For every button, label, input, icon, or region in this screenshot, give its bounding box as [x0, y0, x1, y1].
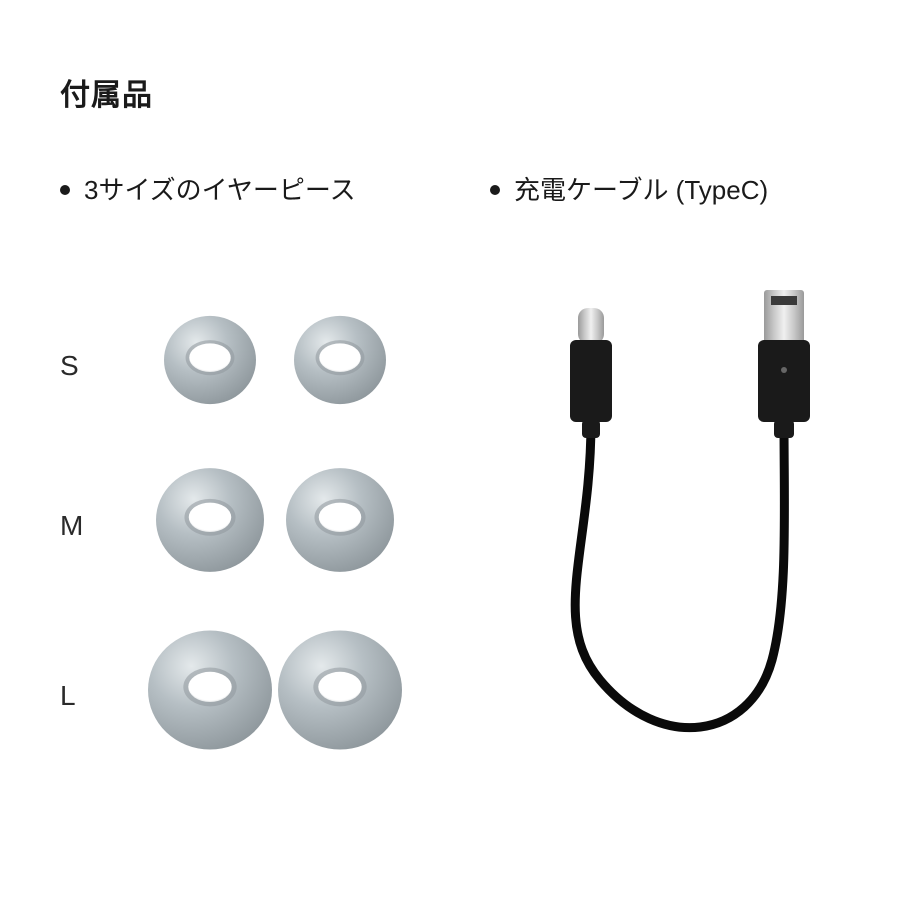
bullet-eartips-label: 3サイズのイヤーピース [84, 175, 356, 205]
bullet-cable-label: 充電ケーブル (TypeC) [514, 175, 768, 205]
size-label-m: M [60, 510, 83, 542]
bullet-dot-icon [60, 185, 70, 195]
bullet-eartips: 3サイズのイヤーピース [60, 170, 356, 207]
eartips-illustration [120, 300, 450, 800]
size-label-s: S [60, 350, 79, 382]
section-title: 付属品 [60, 70, 153, 114]
cable-illustration [540, 290, 840, 770]
size-label-l: L [60, 680, 76, 712]
bullet-dot-icon [490, 185, 500, 195]
bullet-cable: 充電ケーブル (TypeC) [490, 170, 768, 207]
